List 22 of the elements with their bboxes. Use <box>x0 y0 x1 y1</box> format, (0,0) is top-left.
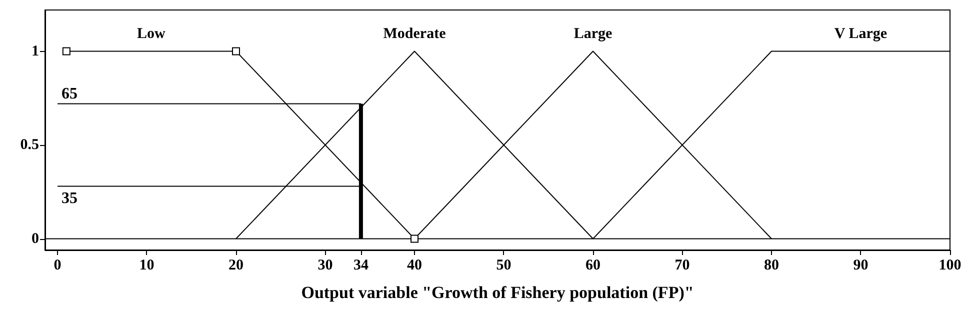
series-label: V Large <box>834 26 888 42</box>
y-tick-label: 1 <box>32 43 39 60</box>
x-tick-label: 90 <box>853 258 868 274</box>
x-tick-label: 30 <box>318 258 333 274</box>
x-tick-label: 10 <box>139 258 154 274</box>
series-label: Large <box>574 26 612 42</box>
x-tick-label: 20 <box>228 258 244 274</box>
x-tick-label: 40 <box>406 258 422 274</box>
x-tick-label: 60 <box>586 258 600 274</box>
x-tick-label: 70 <box>674 258 690 274</box>
series-label: Moderate <box>383 26 446 42</box>
x-tick-label: 80 <box>764 258 779 274</box>
y-tick-label: 0 <box>32 230 39 247</box>
x-tick-label: 34 <box>353 258 369 274</box>
x-tick-label: 50 <box>496 258 512 274</box>
x-axis-title: Output variable "Growth of Fishery population (FP)" <box>301 283 694 302</box>
x-tick-label: 100 <box>938 258 962 274</box>
series-label: 65 <box>61 85 78 102</box>
x-tick-label: 0 <box>54 258 62 274</box>
y-tick-label: 0.5 <box>20 137 39 153</box>
series-label: 35 <box>61 190 78 207</box>
series-label: Low <box>137 26 166 42</box>
